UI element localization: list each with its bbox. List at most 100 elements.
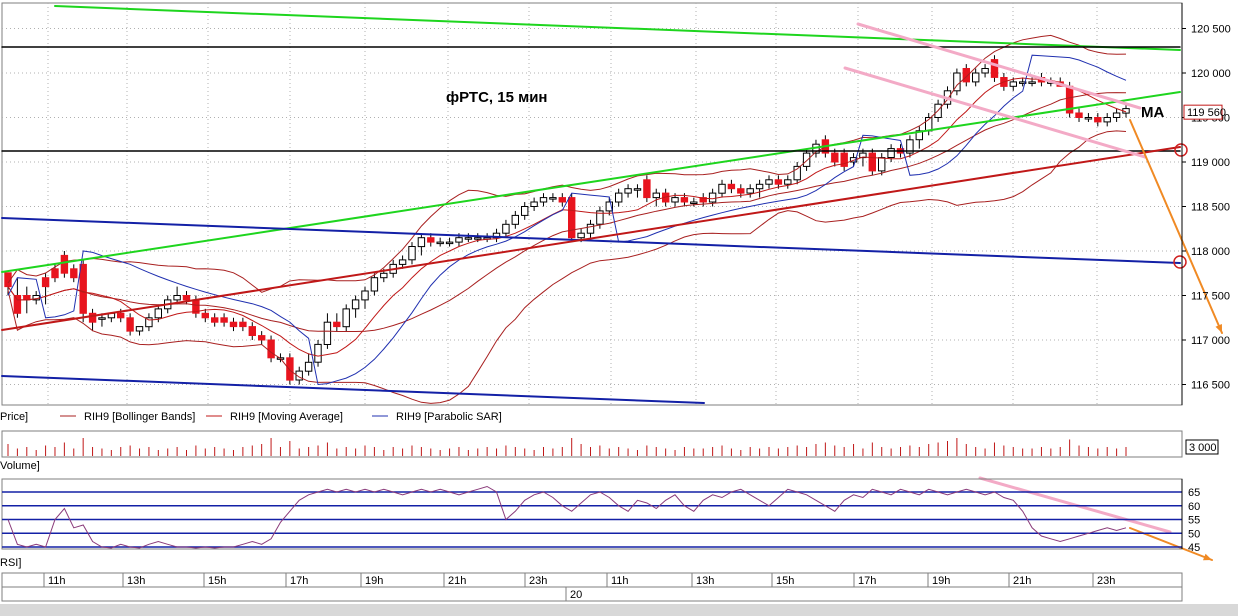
candle-bear: [182, 295, 191, 301]
candle-bull: [323, 321, 332, 346]
volume-label: Volume]: [0, 460, 40, 472]
candle-bull: [577, 232, 585, 239]
candle-bull: [878, 157, 886, 172]
time-tick-label: 23h: [1097, 575, 1115, 587]
time-axis-frame: [1, 572, 1183, 588]
candle-bear: [840, 152, 848, 167]
candle-bull: [1009, 81, 1017, 87]
rsi-tick-label: 55: [1188, 515, 1200, 527]
candle-bull: [633, 188, 642, 191]
candle-bull: [671, 197, 679, 203]
legend-bar: [0, 406, 1182, 424]
legend-item: Price]: [0, 411, 28, 423]
bottom-scrollbar[interactable]: [0, 604, 1238, 616]
candle-bull: [361, 290, 369, 301]
target-circle-upper: [1174, 143, 1188, 157]
time-tick-label: 13h: [696, 575, 714, 587]
time-tick-label: 15h: [776, 575, 794, 587]
candle-bear: [737, 188, 745, 194]
candle-bear: [70, 268, 78, 279]
forecast-arrow-price-head: [1215, 324, 1222, 333]
moving-average: [7, 77, 1127, 357]
volume-axis-label: 3 000: [1189, 442, 1217, 454]
date-label: 20: [570, 589, 582, 601]
time-tick-label: 17h: [858, 575, 876, 587]
candle-bear: [868, 152, 876, 172]
date-axis-frame: [1, 586, 1183, 602]
candle-bull: [342, 308, 350, 328]
candle-bull: [455, 237, 463, 243]
target-circle-lower: [1173, 255, 1187, 269]
candle-bull: [380, 272, 388, 279]
chart-title: фРТС, 15 мин: [446, 89, 548, 106]
candle-bull: [708, 192, 717, 203]
candle-bull: [1019, 81, 1027, 84]
pink-channel-lower: [843, 66, 1147, 159]
time-tick-label: 15h: [208, 575, 226, 587]
time-tick-label: 23h: [529, 575, 547, 587]
candle-bull: [436, 241, 444, 245]
candle-bear: [962, 68, 970, 83]
candle-bull: [784, 179, 792, 185]
candle-bull: [549, 197, 557, 200]
volume-bars: [7, 438, 1127, 456]
candle-bull: [98, 317, 106, 320]
legend-item: RIH9 [Bollinger Bands]: [84, 411, 195, 423]
candle-bull: [304, 361, 313, 372]
candle-bear: [229, 321, 238, 328]
trend-lines: [1, 5, 1223, 561]
candle-bull: [755, 183, 764, 190]
candle-bull: [511, 214, 519, 225]
last-price-label: 119 560: [1187, 107, 1226, 119]
price-tick-label: 119 000: [1191, 157, 1230, 169]
candle-bear: [1075, 112, 1083, 118]
candle-bear: [643, 179, 651, 199]
rsi-tick-label: 50: [1188, 528, 1200, 540]
candle-bear: [699, 197, 707, 203]
time-tick-label: 21h: [1013, 575, 1031, 587]
blue-channel-lower: [1, 375, 705, 404]
forecast-arrow-price: [1129, 119, 1223, 334]
candle-bear: [13, 295, 22, 314]
volume-panel-frame: [1, 430, 1183, 458]
last-price-box: [1183, 104, 1223, 120]
candle-bull: [887, 148, 895, 159]
candle-bull: [295, 370, 303, 381]
green-support-line: [1, 91, 1181, 273]
forecast-arrow-rsi-head: [1203, 553, 1212, 561]
candle-bull: [464, 237, 473, 240]
candle-bear: [248, 326, 257, 337]
candle-bull: [398, 259, 407, 265]
candle-bull: [859, 152, 867, 159]
time-tick-label: 17h: [290, 575, 308, 587]
candle-bull: [718, 183, 726, 194]
candle-bull: [981, 68, 989, 74]
candle-bull: [586, 223, 595, 234]
red-trend-line: [1, 146, 1181, 331]
candle-bull: [624, 188, 632, 194]
ma-annotation: МА: [1141, 104, 1164, 121]
candle-bull: [154, 308, 163, 319]
price-tick-label: 117 500: [1191, 291, 1230, 303]
candle-bear: [60, 254, 69, 274]
time-tick-label: 19h: [365, 575, 383, 587]
price-tick-label: 118 000: [1191, 246, 1230, 258]
legend: Price] RIH9 [Bollinger Bands] RIH9 [Moving…: [0, 411, 502, 423]
candle-bull: [417, 237, 426, 248]
candle-bear: [427, 237, 435, 243]
price-tick-label: 120 500: [1191, 24, 1231, 36]
candle-bull: [793, 165, 801, 181]
candle-bear: [88, 312, 97, 323]
pink-channel-upper: [856, 22, 1142, 110]
candle-bear: [1094, 117, 1102, 123]
candle-bear: [831, 152, 839, 163]
candle-bear: [239, 321, 247, 328]
price-tick-label: 117 000: [1191, 335, 1230, 347]
candle-bull: [972, 72, 980, 83]
candle-bear: [126, 317, 134, 332]
candle-bull: [351, 299, 360, 310]
candle-bull: [445, 241, 454, 245]
